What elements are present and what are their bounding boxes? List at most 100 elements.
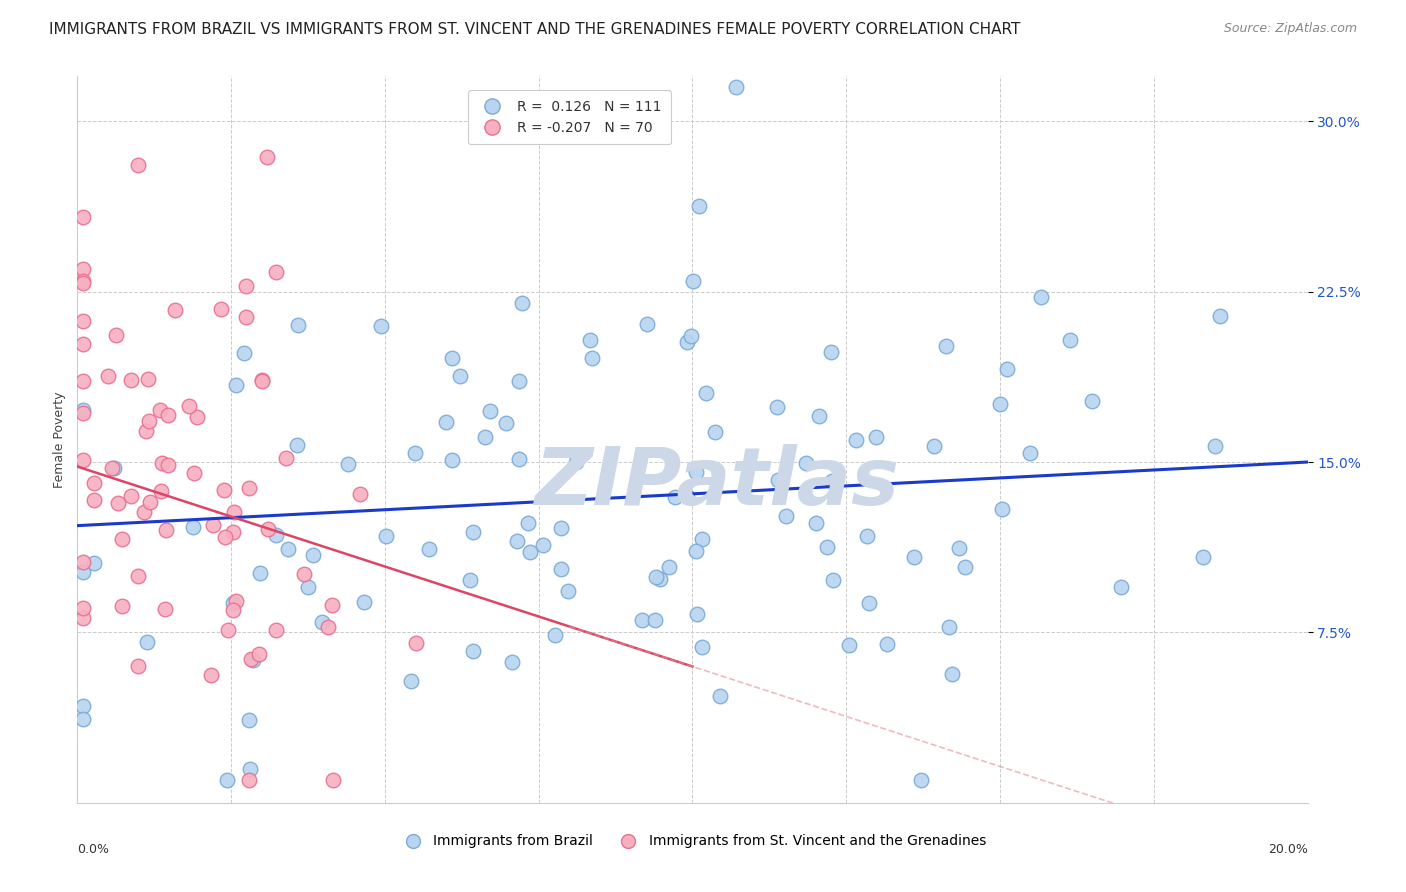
Point bbox=[72, 276, 94, 290]
Point bbox=[370, 319, 392, 334]
Point bbox=[247, 647, 270, 661]
Point bbox=[72, 555, 94, 569]
Point bbox=[644, 569, 666, 583]
Point bbox=[876, 637, 898, 651]
Point bbox=[508, 374, 530, 388]
Point bbox=[461, 524, 484, 539]
Point bbox=[256, 150, 278, 164]
Point bbox=[441, 351, 464, 365]
Point bbox=[72, 314, 94, 328]
Point bbox=[505, 534, 527, 549]
Point bbox=[644, 613, 666, 627]
Point bbox=[72, 374, 94, 388]
Point bbox=[682, 274, 704, 288]
Point bbox=[72, 565, 94, 579]
Legend: Immigrants from Brazil, Immigrants from St. Vincent and the Grenadines: Immigrants from Brazil, Immigrants from … bbox=[394, 829, 991, 854]
Point bbox=[1204, 439, 1226, 453]
Point bbox=[823, 573, 845, 587]
Point bbox=[235, 279, 257, 293]
Point bbox=[238, 773, 260, 788]
Point bbox=[820, 344, 842, 359]
Point bbox=[135, 425, 157, 439]
Point bbox=[287, 438, 309, 452]
Point bbox=[156, 458, 179, 472]
Point bbox=[807, 409, 830, 423]
Point bbox=[222, 524, 245, 539]
Point bbox=[222, 603, 245, 617]
Point bbox=[695, 386, 717, 401]
Point bbox=[321, 599, 343, 613]
Point bbox=[775, 508, 797, 523]
Point bbox=[200, 668, 222, 682]
Point bbox=[1080, 394, 1102, 409]
Point bbox=[821, 474, 844, 488]
Point bbox=[274, 450, 297, 465]
Point bbox=[214, 530, 236, 544]
Point bbox=[1018, 446, 1040, 460]
Point bbox=[404, 446, 426, 460]
Point bbox=[440, 453, 463, 467]
Point bbox=[495, 416, 517, 430]
Text: IMMIGRANTS FROM BRAZIL VS IMMIGRANTS FROM ST. VINCENT AND THE GRENADINES FEMALE : IMMIGRANTS FROM BRAZIL VS IMMIGRANTS FRO… bbox=[49, 22, 1021, 37]
Point bbox=[138, 414, 160, 428]
Point bbox=[201, 517, 224, 532]
Point bbox=[311, 615, 333, 630]
Point bbox=[179, 399, 201, 413]
Point bbox=[449, 369, 471, 384]
Point bbox=[72, 403, 94, 417]
Point bbox=[150, 456, 173, 470]
Point bbox=[725, 80, 748, 95]
Point bbox=[794, 456, 817, 470]
Point bbox=[72, 712, 94, 726]
Point bbox=[297, 581, 319, 595]
Point bbox=[703, 425, 725, 440]
Point bbox=[544, 628, 567, 642]
Point bbox=[508, 451, 530, 466]
Point bbox=[1208, 309, 1230, 323]
Point bbox=[676, 334, 699, 349]
Point bbox=[375, 529, 398, 543]
Point bbox=[579, 333, 602, 347]
Point bbox=[458, 574, 481, 588]
Point bbox=[858, 596, 880, 610]
Point bbox=[531, 538, 554, 552]
Point bbox=[163, 302, 186, 317]
Point bbox=[685, 465, 707, 479]
Point bbox=[186, 409, 208, 424]
Point bbox=[636, 317, 658, 331]
Point bbox=[922, 438, 945, 452]
Point bbox=[953, 560, 976, 574]
Point bbox=[935, 339, 957, 353]
Point bbox=[266, 265, 288, 279]
Point bbox=[252, 374, 274, 388]
Point bbox=[72, 601, 94, 615]
Point bbox=[127, 658, 149, 673]
Point bbox=[132, 506, 155, 520]
Point bbox=[910, 773, 932, 788]
Point bbox=[96, 368, 118, 383]
Point bbox=[519, 545, 541, 559]
Point bbox=[557, 584, 579, 599]
Point bbox=[690, 640, 713, 655]
Point bbox=[222, 505, 245, 519]
Point bbox=[581, 351, 603, 365]
Point bbox=[136, 372, 159, 386]
Point bbox=[322, 773, 344, 788]
Point bbox=[349, 486, 371, 500]
Point bbox=[844, 433, 866, 447]
Point bbox=[72, 699, 94, 714]
Point bbox=[181, 519, 204, 533]
Point bbox=[474, 430, 496, 444]
Point bbox=[1031, 290, 1053, 304]
Point bbox=[72, 274, 94, 288]
Point bbox=[239, 652, 262, 666]
Point bbox=[209, 302, 232, 317]
Point bbox=[995, 362, 1018, 376]
Point bbox=[679, 329, 702, 343]
Point bbox=[72, 211, 94, 225]
Point bbox=[127, 569, 149, 583]
Point bbox=[105, 328, 128, 343]
Point bbox=[139, 495, 162, 509]
Text: 20.0%: 20.0% bbox=[1268, 843, 1308, 855]
Point bbox=[658, 560, 681, 574]
